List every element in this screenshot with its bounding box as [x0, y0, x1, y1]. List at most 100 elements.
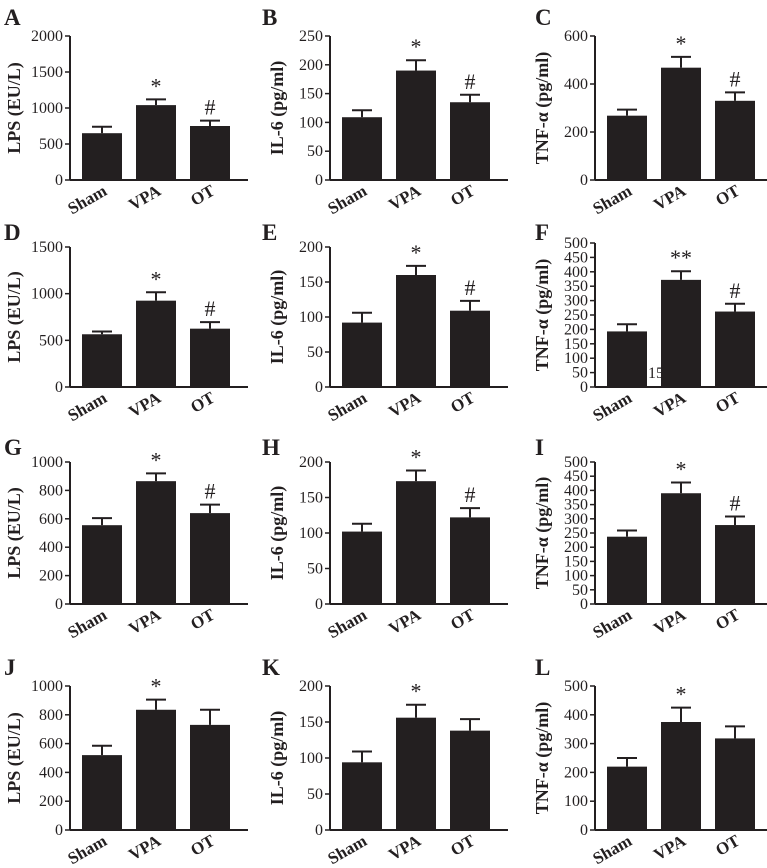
panel-letter: F: [535, 220, 549, 245]
y-tick-label: 250: [299, 28, 323, 45]
y-tick-label: 100: [299, 525, 323, 542]
y-tick-label: 200: [299, 678, 323, 695]
y-tick-label: 200: [299, 454, 323, 471]
significance-mark: #: [465, 275, 476, 300]
y-tick-label: 600: [39, 511, 63, 528]
y-tick-label: 2000: [31, 28, 63, 45]
bar-ot: [450, 730, 490, 830]
y-tick-label: 450: [564, 249, 588, 266]
y-tick-label: 400: [39, 539, 63, 556]
y-tick-label: 0: [580, 172, 588, 189]
y-axis-label: IL-6 (pg/ml): [267, 711, 288, 806]
bar-sham: [342, 762, 382, 830]
y-tick-label: 1000: [31, 454, 63, 471]
x-tick-label: VPA: [385, 605, 424, 639]
panel-letter: E: [262, 220, 277, 245]
y-tick-label: 1000: [31, 678, 63, 695]
bar-vpa: [396, 717, 436, 830]
y-tick-label: 1000: [31, 286, 63, 303]
y-tick-label: 0: [315, 379, 323, 396]
y-tick-label: 150: [564, 553, 588, 570]
significance-mark: #: [205, 296, 216, 321]
bar-sham: [342, 531, 382, 604]
y-tick-label: 1500: [31, 64, 63, 81]
x-tick-label: VPA: [650, 181, 689, 215]
bar-sham: [82, 755, 122, 830]
y-tick-label: 0: [55, 379, 63, 396]
bar-ot: [190, 513, 230, 604]
y-tick-label: 150: [299, 490, 323, 507]
y-tick-label: 600: [564, 28, 588, 45]
x-tick-label: Sham: [589, 181, 635, 218]
x-tick-label: Sham: [324, 831, 370, 868]
y-tick-label: 100: [564, 350, 588, 367]
chart-panel-i: I TNF-α (pg/ml) 05010015020025030035040045…: [532, 435, 767, 642]
y-tick-label: 50: [307, 561, 323, 578]
y-tick-label: 200: [39, 568, 63, 585]
x-tick-label: VPA: [650, 831, 689, 865]
y-tick-label: 50: [572, 365, 588, 382]
bar-vpa: [396, 481, 436, 604]
x-tick-label: VPA: [125, 605, 164, 639]
bar-ot: [190, 328, 230, 387]
x-tick-label: VPA: [385, 181, 424, 215]
bar-ot: [190, 724, 230, 830]
panel-letter: A: [4, 5, 21, 30]
significance-mark: #: [465, 69, 476, 94]
y-tick-label: 0: [580, 822, 588, 839]
bar-ot: [715, 100, 755, 180]
y-tick-label: 400: [564, 76, 588, 93]
y-tick-label: 0: [315, 822, 323, 839]
x-tick-label: OT: [712, 181, 743, 210]
significance-mark: *: [411, 240, 422, 265]
chart-panel-f: F TNF-α (pg/ml) 05010015020025030035040045…: [532, 220, 767, 425]
significance-mark: *: [411, 679, 422, 704]
y-tick-label: 0: [55, 596, 63, 613]
panel-letter: G: [4, 435, 22, 460]
y-tick-label: 400: [564, 264, 588, 281]
y-tick-label: 100: [564, 568, 588, 585]
bar-vpa: [396, 70, 436, 180]
panel-letter: D: [4, 220, 21, 245]
bar-vpa: [136, 481, 176, 604]
x-tick-label: Sham: [64, 388, 110, 425]
y-axis-label: LPS (EU/L): [4, 62, 25, 154]
bar-sham: [82, 334, 122, 387]
chart-panel-g: G LPS (EU/L) 0 200 400 600 800 1000 Sham * VPA # OT: [4, 435, 248, 642]
x-tick-label: OT: [447, 605, 478, 634]
x-tick-label: OT: [447, 831, 478, 860]
chart-panel-l: L TNF-α (pg/ml) 0 100 200 300 400 500 Sham * VPA OT: [532, 655, 767, 868]
significance-mark: #: [730, 491, 741, 516]
bar-sham: [342, 117, 382, 180]
x-tick-label: Sham: [589, 831, 635, 868]
y-tick-label: 500: [564, 454, 588, 471]
x-tick-label: Sham: [324, 388, 370, 425]
bar-ot: [450, 517, 490, 604]
y-tick-label: 400: [39, 764, 63, 781]
y-tick-label: 100: [299, 750, 323, 767]
panel-letter: J: [4, 655, 16, 680]
y-axis-label: TNF-α (pg/ml): [532, 702, 553, 815]
y-tick-label: 150: [299, 274, 323, 291]
x-tick-label: Sham: [64, 831, 110, 868]
x-tick-label: Sham: [64, 181, 110, 218]
bar-vpa: [396, 275, 436, 387]
significance-mark: *: [151, 447, 162, 472]
x-tick-label: OT: [187, 181, 218, 210]
y-tick-label: 500: [564, 235, 588, 252]
y-axis-label: LPS (EU/L): [4, 487, 25, 579]
significance-mark: #: [465, 482, 476, 507]
x-tick-label: OT: [187, 388, 218, 417]
y-tick-label: 100: [564, 793, 588, 810]
x-tick-label: OT: [447, 388, 478, 417]
bar-ot: [190, 126, 230, 180]
bar-ot: [715, 738, 755, 830]
y-axis-label: TNF-α (pg/ml): [532, 52, 553, 165]
y-tick-label: 200: [299, 57, 323, 74]
significance-mark: *: [411, 34, 422, 59]
significance-mark: *: [676, 682, 687, 707]
x-tick-label: OT: [187, 605, 218, 634]
y-tick-label: 0: [580, 379, 588, 396]
y-tick-label: 200: [39, 793, 63, 810]
y-tick-label: 800: [39, 707, 63, 724]
